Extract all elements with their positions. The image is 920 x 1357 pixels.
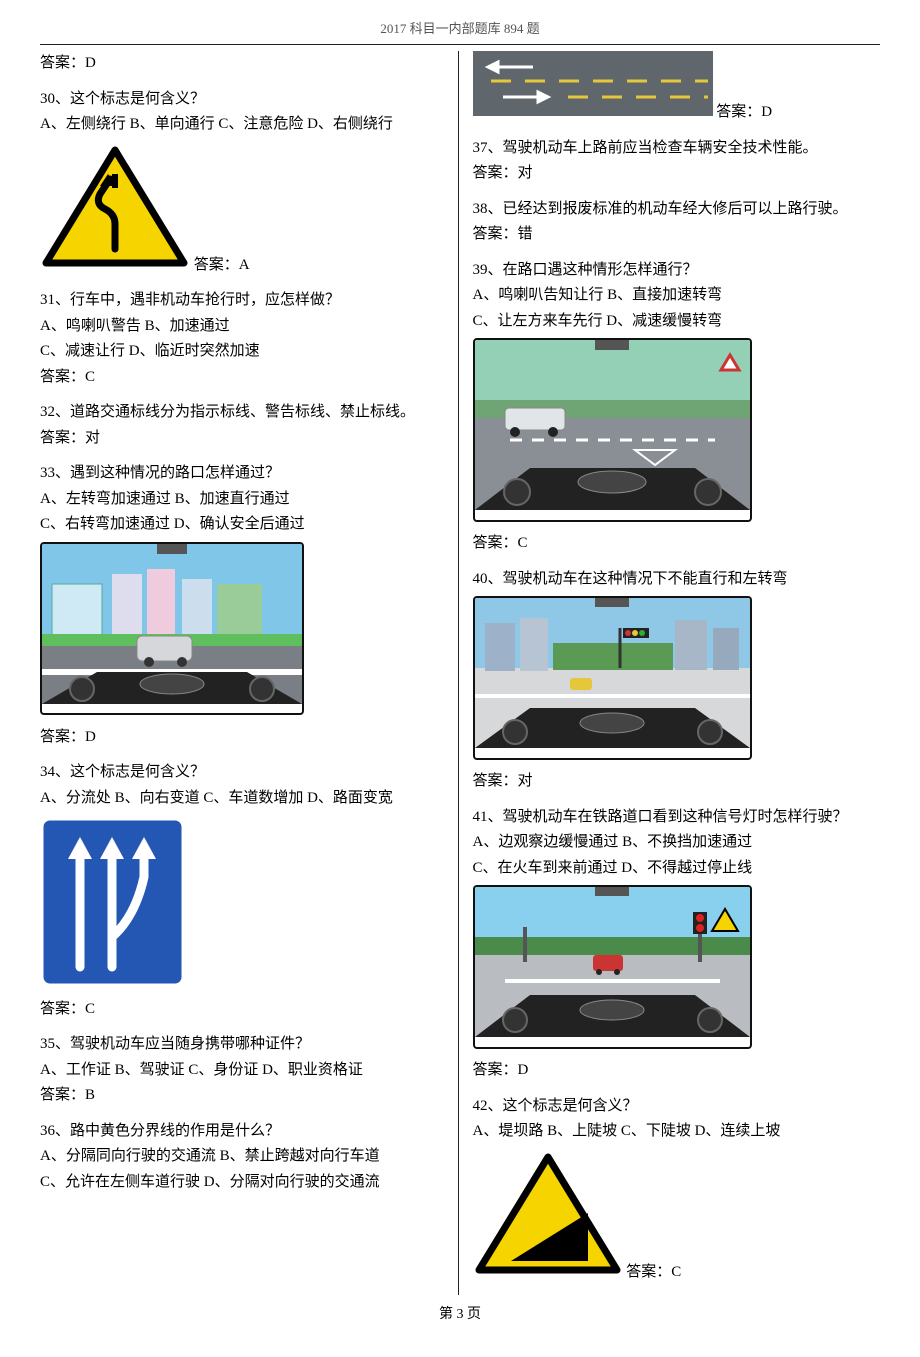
- q41-text: 41、驾驶机动车在铁路道口看到这种信号灯时怎样行驶？: [473, 805, 881, 831]
- q39-opt-cd: C、让左方来车先行 D、减速缓慢转弯: [473, 309, 881, 335]
- q41-answer: 答案：D: [473, 1058, 881, 1084]
- q40-image: [473, 596, 752, 760]
- q36-text: 36、路中黄色分界线的作用是什么？: [40, 1119, 448, 1145]
- q38-text: 38、已经达到报废标准的机动车经大修后可以上路行驶。: [473, 197, 881, 223]
- q30-options: A、左侧绕行 B、单向通行 C、注意危险 D、右侧绕行: [40, 112, 448, 138]
- q32-text: 32、道路交通标线分为指示标线、警告标线、禁止标线。: [40, 400, 448, 426]
- q31-answer: 答案：C: [40, 365, 448, 391]
- q37-answer: 答案：对: [473, 161, 881, 187]
- q36-opt-cd: C、允许在左侧车道行驶 D、分隔对向行驶的交通流: [40, 1170, 448, 1196]
- q42-text: 42、这个标志是何含义？: [473, 1094, 881, 1120]
- q42-sign: [473, 1151, 623, 1286]
- q35-text: 35、驾驶机动车应当随身携带哪种证件？: [40, 1032, 448, 1058]
- q42-answer: 答案：C: [626, 1264, 681, 1280]
- answer-prev: 答案：D: [40, 51, 448, 77]
- q40-answer: 答案：对: [473, 769, 881, 795]
- q33-opt-ab: A、左转弯加速通过 B、加速直行通过: [40, 487, 448, 513]
- q37-text: 37、驾驶机动车上路前应当检查车辆安全技术性能。: [473, 136, 881, 162]
- q31-text: 31、行车中，遇非机动车抢行时，应怎样做？: [40, 288, 448, 314]
- q41-image: [473, 885, 752, 1049]
- right-column: 答案：D 37、驾驶机动车上路前应当检查车辆安全技术性能。 答案：对 38、已经…: [458, 51, 881, 1295]
- question-34: 34、这个标志是何含义？ A、分流处 B、向右变道 C、车道数增加 D、路面变宽: [40, 760, 448, 1022]
- q36-opt-ab: A、分隔同向行驶的交通流 B、禁止跨越对向行车道: [40, 1144, 448, 1170]
- page-header: 2017 科目一内部题库 894 题: [40, 18, 880, 40]
- left-column: 答案：D 30、这个标志是何含义？ A、左侧绕行 B、单向通行 C、注意危险 D…: [40, 51, 458, 1295]
- q34-text: 34、这个标志是何含义？: [40, 760, 448, 786]
- question-42: 42、这个标志是何含义？ A、堤坝路 B、上陡坡 C、下陡坡 D、连续上坡 答案…: [473, 1094, 881, 1286]
- question-31: 31、行车中，遇非机动车抢行时，应怎样做？ A、鸣喇叭警告 B、加速通过 C、减…: [40, 288, 448, 390]
- q40-text: 40、驾驶机动车在这种情况下不能直行和左转弯: [473, 567, 881, 593]
- header-rule: [40, 44, 880, 45]
- q31-opt-ab: A、鸣喇叭警告 B、加速通过: [40, 314, 448, 340]
- q38-answer: 答案：错: [473, 222, 881, 248]
- q34-sign: [40, 817, 185, 997]
- page-footer: 第 3 页: [40, 1303, 880, 1327]
- question-41: 41、驾驶机动车在铁路道口看到这种信号灯时怎样行驶？ A、边观察边缓慢通过 B、…: [473, 805, 881, 1084]
- q41-opt-ab: A、边观察边缓慢通过 B、不换挡加速通过: [473, 830, 881, 856]
- q30-text: 30、这个标志是何含义？: [40, 87, 448, 113]
- q35-options: A、工作证 B、驾驶证 C、身份证 D、职业资格证: [40, 1058, 448, 1084]
- question-39: 39、在路口遇这种情形怎样通行？ A、鸣喇叭告知让行 B、直接加速转弯 C、让左…: [473, 258, 881, 557]
- q42-options: A、堤坝路 B、上陡坡 C、下陡坡 D、连续上坡: [473, 1119, 881, 1145]
- question-36: 36、路中黄色分界线的作用是什么？ A、分隔同向行驶的交通流 B、禁止跨越对向行…: [40, 1119, 448, 1196]
- q34-answer: 答案：C: [40, 997, 448, 1023]
- q39-answer: 答案：C: [473, 531, 881, 557]
- question-35: 35、驾驶机动车应当随身携带哪种证件？ A、工作证 B、驾驶证 C、身份证 D、…: [40, 1032, 448, 1109]
- q33-answer: 答案：D: [40, 725, 448, 751]
- q36-image: [473, 51, 713, 126]
- question-33: 33、遇到这种情况的路口怎样通过？ A、左转弯加速通过 B、加速直行通过 C、右…: [40, 461, 448, 750]
- q34-options: A、分流处 B、向右变道 C、车道数增加 D、路面变宽: [40, 786, 448, 812]
- question-32: 32、道路交通标线分为指示标线、警告标线、禁止标线。 答案：对: [40, 400, 448, 451]
- question-40: 40、驾驶机动车在这种情况下不能直行和左转弯: [473, 567, 881, 795]
- question-38: 38、已经达到报废标准的机动车经大修后可以上路行驶。 答案：错: [473, 197, 881, 248]
- question-37: 37、驾驶机动车上路前应当检查车辆安全技术性能。 答案：对: [473, 136, 881, 187]
- question-30: 30、这个标志是何含义？ A、左侧绕行 B、单向通行 C、注意危险 D、右侧绕行…: [40, 87, 448, 279]
- q35-answer: 答案：B: [40, 1083, 448, 1109]
- q33-text: 33、遇到这种情况的路口怎样通过？: [40, 461, 448, 487]
- q32-answer: 答案：对: [40, 426, 448, 452]
- q39-opt-ab: A、鸣喇叭告知让行 B、直接加速转弯: [473, 283, 881, 309]
- q36-image-block: 答案：D: [473, 51, 881, 126]
- q39-image: [473, 338, 752, 522]
- q36-answer: 答案：D: [716, 104, 772, 120]
- q33-image: [40, 542, 304, 716]
- q39-text: 39、在路口遇这种情形怎样通行？: [473, 258, 881, 284]
- q30-answer: 答案：A: [194, 257, 250, 273]
- q41-opt-cd: C、在火车到来前通过 D、不得越过停止线: [473, 856, 881, 882]
- q30-sign: [40, 144, 190, 279]
- q33-opt-cd: C、右转弯加速通过 D、确认安全后通过: [40, 512, 448, 538]
- q31-opt-cd: C、减速让行 D、临近时突然加速: [40, 339, 448, 365]
